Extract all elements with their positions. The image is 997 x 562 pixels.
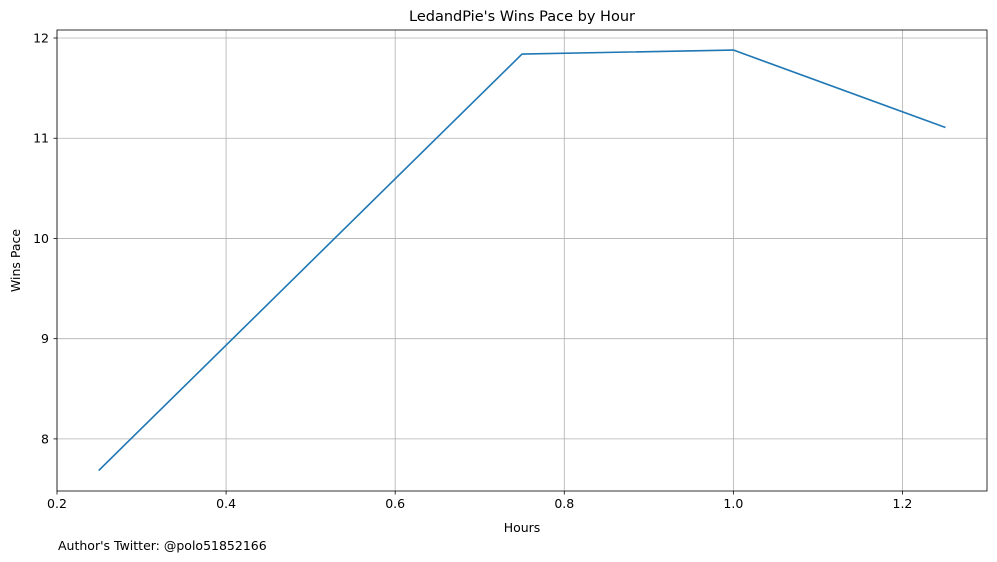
y-axis-label: Wins Pace bbox=[8, 229, 23, 292]
y-tick-label: 11 bbox=[33, 131, 49, 146]
y-tick-label: 8 bbox=[41, 431, 49, 446]
x-tick-label: 0.6 bbox=[385, 496, 405, 511]
plot-area-frame bbox=[56, 29, 988, 492]
y-tick-label: 10 bbox=[33, 231, 49, 246]
series-layer bbox=[98, 49, 946, 472]
y-tick-label: 12 bbox=[33, 31, 49, 46]
x-tick-label: 1.0 bbox=[723, 496, 743, 511]
series-line bbox=[98, 49, 946, 472]
author-twitter-footnote: Author's Twitter: @polo51852166 bbox=[58, 538, 267, 553]
x-tick-label: 1.2 bbox=[893, 496, 913, 511]
grid-lines bbox=[56, 30, 987, 491]
chart-title: LedandPie's Wins Pace by Hour bbox=[409, 9, 635, 25]
y-tick-label: 9 bbox=[41, 331, 49, 346]
x-tick-label: 0.2 bbox=[47, 496, 67, 511]
axis-ticks: 0.2 0.4 0.6 0.8 1.0 1.2 8 9 10 11 12 bbox=[33, 31, 912, 511]
x-axis-label: Hours bbox=[504, 520, 541, 535]
x-tick-label: 0.4 bbox=[216, 496, 236, 511]
x-tick-label: 0.8 bbox=[554, 496, 574, 511]
